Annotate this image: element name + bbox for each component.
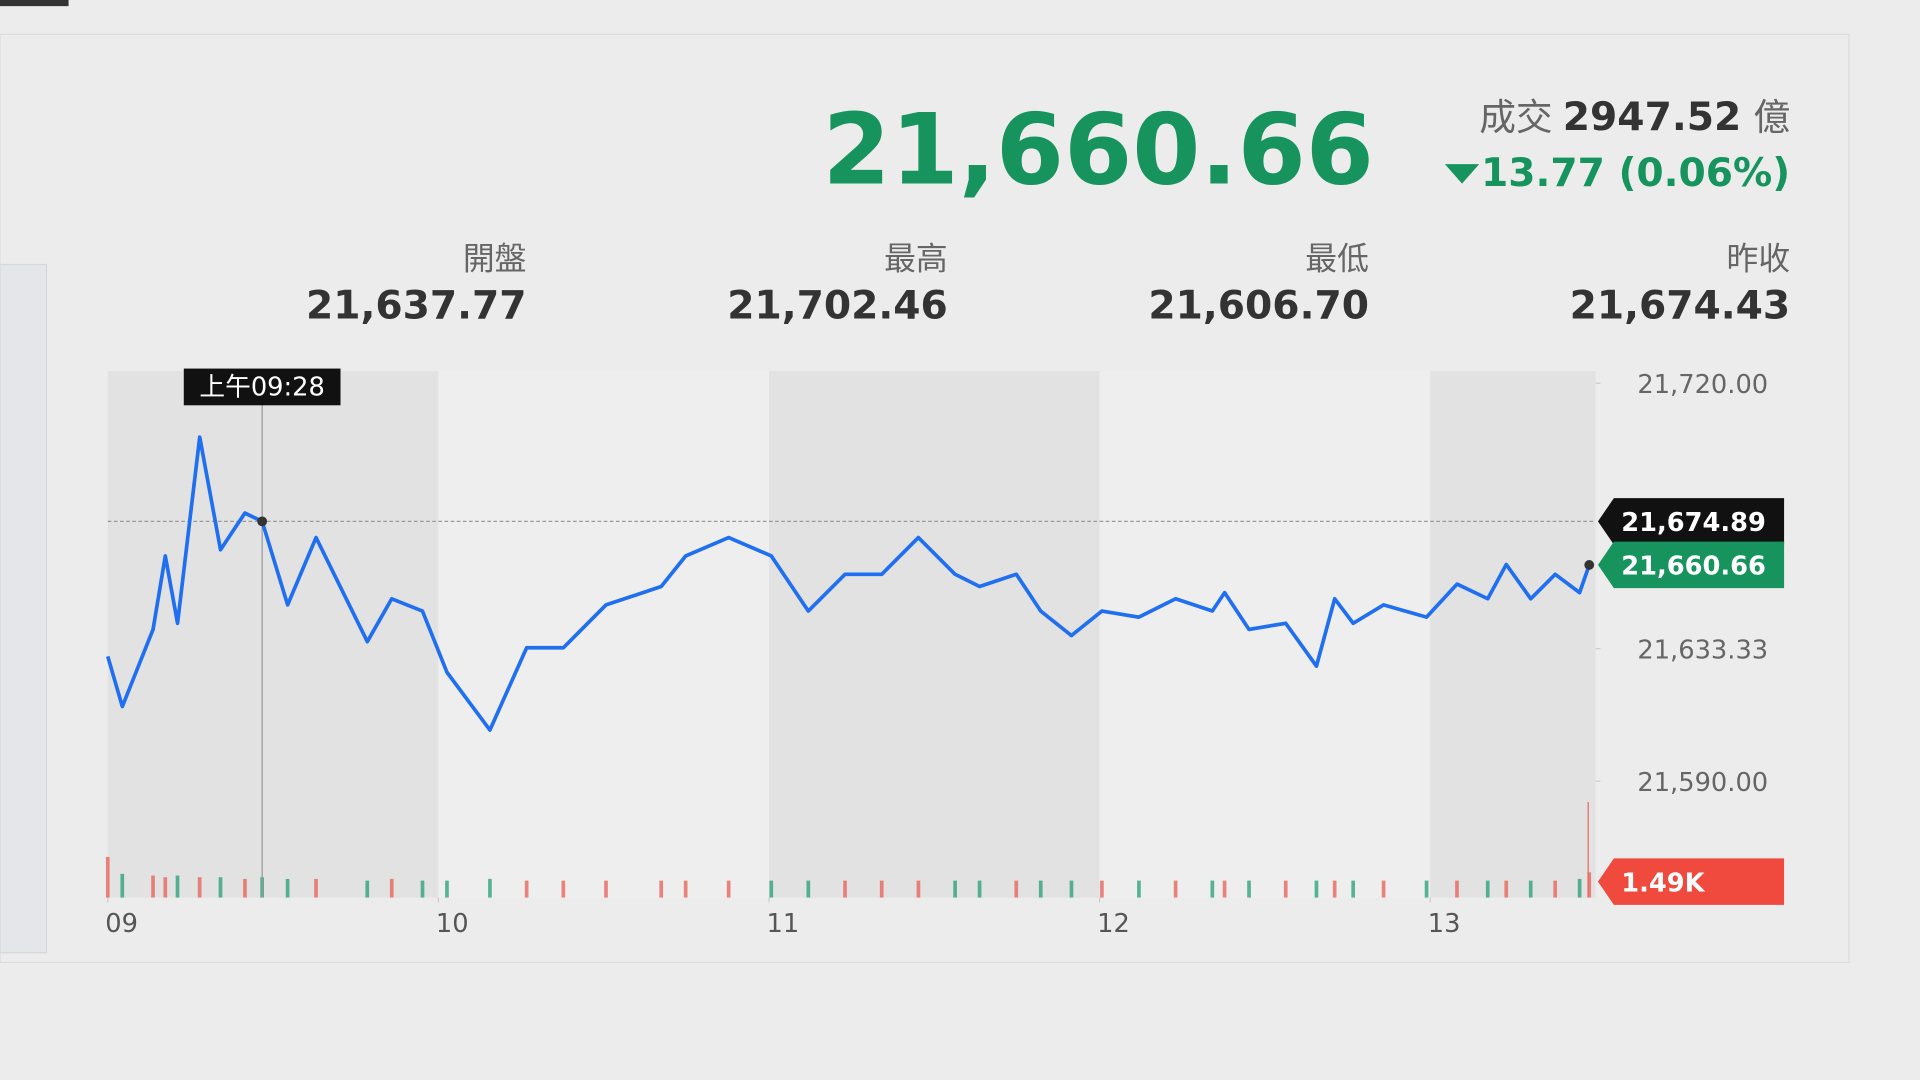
stat-label: 最低 bbox=[1305, 239, 1369, 277]
volume-bar bbox=[1577, 878, 1582, 898]
volume-bar bbox=[1424, 880, 1429, 898]
volume-bar bbox=[1222, 880, 1227, 898]
y-tick-label: 21,590.00 bbox=[1637, 768, 1768, 798]
x-tick-label: 10 bbox=[436, 909, 469, 939]
turnover-unit: 億 bbox=[1753, 96, 1790, 139]
turnover-label: 成交 bbox=[1479, 96, 1552, 139]
volume-bar bbox=[659, 880, 664, 898]
volume-bar bbox=[218, 877, 223, 898]
volume-bar bbox=[1314, 880, 1319, 898]
volume-bar bbox=[1283, 880, 1288, 898]
volume-bar bbox=[1069, 880, 1074, 898]
volume-bar bbox=[1100, 880, 1104, 898]
crosshair-dot bbox=[257, 516, 268, 527]
last-price-bg bbox=[1597, 541, 1785, 589]
hour-band bbox=[768, 371, 1100, 898]
volume-bar bbox=[243, 878, 247, 898]
stat-value: 21,606.70 bbox=[1148, 283, 1369, 328]
volume-bar bbox=[1332, 880, 1337, 898]
volume-bar bbox=[916, 880, 921, 898]
time-tag-label: 上午09:28 bbox=[199, 373, 324, 403]
volume-bar bbox=[285, 878, 290, 898]
x-tick-label: 12 bbox=[1097, 909, 1130, 939]
stat-value: 21,674.43 bbox=[1570, 283, 1791, 328]
volume-bar bbox=[163, 877, 168, 898]
stats: 開盤 21,637.77 最高 21,702.46 最低 21,606.70 昨收 21,67… bbox=[306, 239, 1790, 328]
stat-label: 開盤 bbox=[463, 239, 527, 277]
x-tick-label: 11 bbox=[767, 909, 800, 939]
volume-bar bbox=[726, 880, 731, 898]
volume-bar bbox=[1247, 880, 1251, 898]
volume-bar bbox=[879, 880, 884, 898]
volume-bar bbox=[1485, 880, 1490, 898]
crosshair-value-bg bbox=[1597, 498, 1785, 545]
volume-bar bbox=[1504, 880, 1509, 898]
x-tick-label: 09 bbox=[105, 909, 138, 939]
volume-bar bbox=[1210, 880, 1215, 898]
volume-bar bbox=[488, 878, 492, 898]
volume-bar bbox=[953, 880, 957, 898]
turnover: 2947.52 bbox=[1563, 95, 1741, 140]
down-arrow bbox=[1444, 164, 1480, 184]
plot: 09 10 11 12 13 21,720.00 21,633.33 21,590.00 上午0… bbox=[105, 368, 1785, 939]
volume-bar bbox=[445, 880, 449, 898]
side-panel bbox=[0, 263, 48, 954]
volume-bar bbox=[1587, 872, 1592, 898]
volume-bar bbox=[683, 880, 688, 898]
volume-bar bbox=[365, 880, 370, 898]
volume-bar bbox=[1381, 880, 1386, 898]
volume-bar bbox=[1528, 880, 1533, 898]
hour-band bbox=[1430, 371, 1596, 898]
volume-bar bbox=[1351, 880, 1356, 898]
volume-bar bbox=[389, 878, 394, 898]
volume-bar bbox=[420, 880, 425, 898]
stat-label: 昨收 bbox=[1727, 239, 1791, 277]
hour-band bbox=[107, 371, 439, 898]
crosshair-value: 21,674.89 bbox=[1621, 508, 1766, 538]
volume-bar bbox=[1014, 880, 1019, 898]
change: 13.77 (0.06%) bbox=[1481, 151, 1790, 196]
volume-bar bbox=[977, 880, 982, 898]
volume-bar bbox=[524, 880, 529, 898]
volume-bar bbox=[1038, 880, 1043, 898]
last-volume: 1.49K bbox=[1621, 868, 1705, 898]
y-tick-label: 21,720.00 bbox=[1637, 370, 1768, 400]
x-tick-label: 13 bbox=[1428, 909, 1461, 939]
volume-bar bbox=[120, 873, 125, 898]
stat-label: 最高 bbox=[884, 239, 948, 277]
volume-bar bbox=[806, 880, 811, 898]
volume-bar bbox=[1455, 880, 1459, 898]
stat-value: 21,637.77 bbox=[306, 283, 527, 328]
time-tag bbox=[183, 368, 341, 406]
last-dot bbox=[1584, 560, 1595, 570]
volume-bar bbox=[197, 877, 202, 898]
volume-bar bbox=[175, 875, 180, 898]
volume-bar bbox=[561, 880, 566, 898]
volume-bar bbox=[843, 880, 847, 898]
last-volume-bg bbox=[1597, 858, 1785, 905]
tab-indicator bbox=[0, 0, 69, 7]
stat-value: 21,702.46 bbox=[727, 283, 948, 328]
price: 21,660.66 bbox=[822, 94, 1373, 208]
volume-bar bbox=[1137, 880, 1141, 898]
price-line bbox=[105, 435, 1591, 732]
y-tick-label: 21,633.33 bbox=[1637, 635, 1768, 665]
last-price: 21,660.66 bbox=[1621, 552, 1766, 582]
volume-bar bbox=[105, 856, 110, 898]
volume-bar bbox=[1553, 880, 1558, 898]
volume-bar bbox=[604, 880, 608, 898]
volume-bar bbox=[314, 878, 318, 898]
volume-bar bbox=[151, 875, 155, 898]
volume-bar bbox=[1173, 880, 1178, 898]
volume-bar bbox=[769, 880, 774, 898]
